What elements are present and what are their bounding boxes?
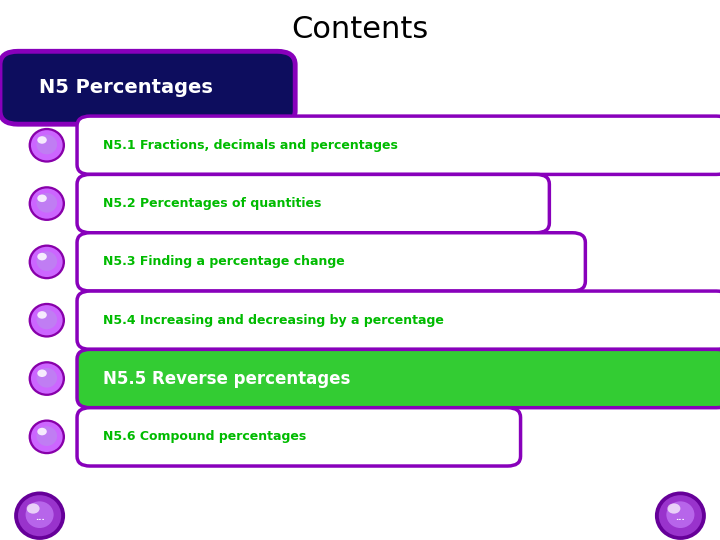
Text: N5 Percentages: N5 Percentages xyxy=(39,78,212,97)
Text: N5.1 Fractions, decimals and percentages: N5.1 Fractions, decimals and percentages xyxy=(103,139,398,152)
Ellipse shape xyxy=(29,186,65,221)
Ellipse shape xyxy=(26,501,53,528)
Text: N5.2 Percentages of quantities: N5.2 Percentages of quantities xyxy=(103,197,321,210)
Ellipse shape xyxy=(37,311,47,319)
Ellipse shape xyxy=(31,188,63,219)
FancyBboxPatch shape xyxy=(77,174,549,233)
FancyBboxPatch shape xyxy=(77,116,720,174)
Ellipse shape xyxy=(659,495,702,536)
Ellipse shape xyxy=(31,130,63,160)
Ellipse shape xyxy=(37,309,57,329)
Ellipse shape xyxy=(31,422,63,452)
Ellipse shape xyxy=(18,495,61,536)
Text: N5.5 Reverse percentages: N5.5 Reverse percentages xyxy=(103,369,351,388)
Text: ...: ... xyxy=(675,513,685,522)
Ellipse shape xyxy=(29,245,65,279)
Ellipse shape xyxy=(29,361,65,396)
Ellipse shape xyxy=(29,420,65,454)
Ellipse shape xyxy=(31,247,63,277)
Text: N5.6 Compound percentages: N5.6 Compound percentages xyxy=(103,430,306,443)
Ellipse shape xyxy=(29,303,65,338)
FancyBboxPatch shape xyxy=(77,291,720,349)
Text: ...: ... xyxy=(35,513,45,522)
Ellipse shape xyxy=(37,193,57,213)
Ellipse shape xyxy=(37,251,57,271)
Text: Contents: Contents xyxy=(292,15,428,44)
Ellipse shape xyxy=(37,428,47,435)
Ellipse shape xyxy=(37,368,57,388)
FancyBboxPatch shape xyxy=(0,51,295,124)
Ellipse shape xyxy=(27,503,40,514)
Text: N5.3 Finding a percentage change: N5.3 Finding a percentage change xyxy=(103,255,345,268)
FancyBboxPatch shape xyxy=(77,408,521,466)
Ellipse shape xyxy=(31,363,63,394)
Ellipse shape xyxy=(37,194,47,202)
Ellipse shape xyxy=(655,491,706,540)
Ellipse shape xyxy=(31,305,63,335)
FancyBboxPatch shape xyxy=(77,349,720,408)
Ellipse shape xyxy=(29,128,65,163)
Text: N5.4 Increasing and decreasing by a percentage: N5.4 Increasing and decreasing by a perc… xyxy=(103,314,444,327)
Ellipse shape xyxy=(37,136,47,144)
Ellipse shape xyxy=(14,491,65,540)
Ellipse shape xyxy=(37,426,57,446)
Ellipse shape xyxy=(37,253,47,260)
Ellipse shape xyxy=(37,134,57,154)
Ellipse shape xyxy=(37,369,47,377)
Ellipse shape xyxy=(667,501,695,528)
Ellipse shape xyxy=(667,503,680,514)
FancyBboxPatch shape xyxy=(77,233,585,291)
